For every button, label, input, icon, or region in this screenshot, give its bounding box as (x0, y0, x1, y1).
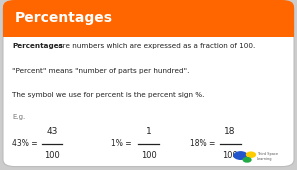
Text: 18: 18 (225, 127, 236, 136)
FancyBboxPatch shape (3, 0, 294, 37)
Circle shape (247, 152, 255, 157)
Text: 100: 100 (222, 151, 238, 160)
Text: Percentages: Percentages (15, 11, 113, 25)
FancyBboxPatch shape (3, 3, 294, 167)
Text: 43: 43 (46, 127, 58, 136)
Text: 18% =: 18% = (190, 139, 218, 148)
Text: are numbers which are expressed as a fraction of 100.: are numbers which are expressed as a fra… (56, 43, 255, 49)
Text: The symbol we use for percent is the percent sign %.: The symbol we use for percent is the per… (12, 92, 204, 98)
Text: "Percent" means "number of parts per hundred".: "Percent" means "number of parts per hun… (12, 68, 189, 74)
Text: 1% =: 1% = (111, 139, 134, 148)
FancyBboxPatch shape (3, 18, 294, 37)
Text: 43% =: 43% = (12, 139, 40, 148)
Circle shape (243, 158, 251, 162)
Text: 100: 100 (140, 151, 157, 160)
Text: Percentages: Percentages (12, 43, 63, 49)
Text: Third Space
Learning: Third Space Learning (257, 152, 278, 161)
Text: E.g.: E.g. (12, 114, 25, 120)
Text: 100: 100 (44, 151, 60, 160)
Text: 1: 1 (146, 127, 151, 136)
Circle shape (234, 152, 247, 159)
